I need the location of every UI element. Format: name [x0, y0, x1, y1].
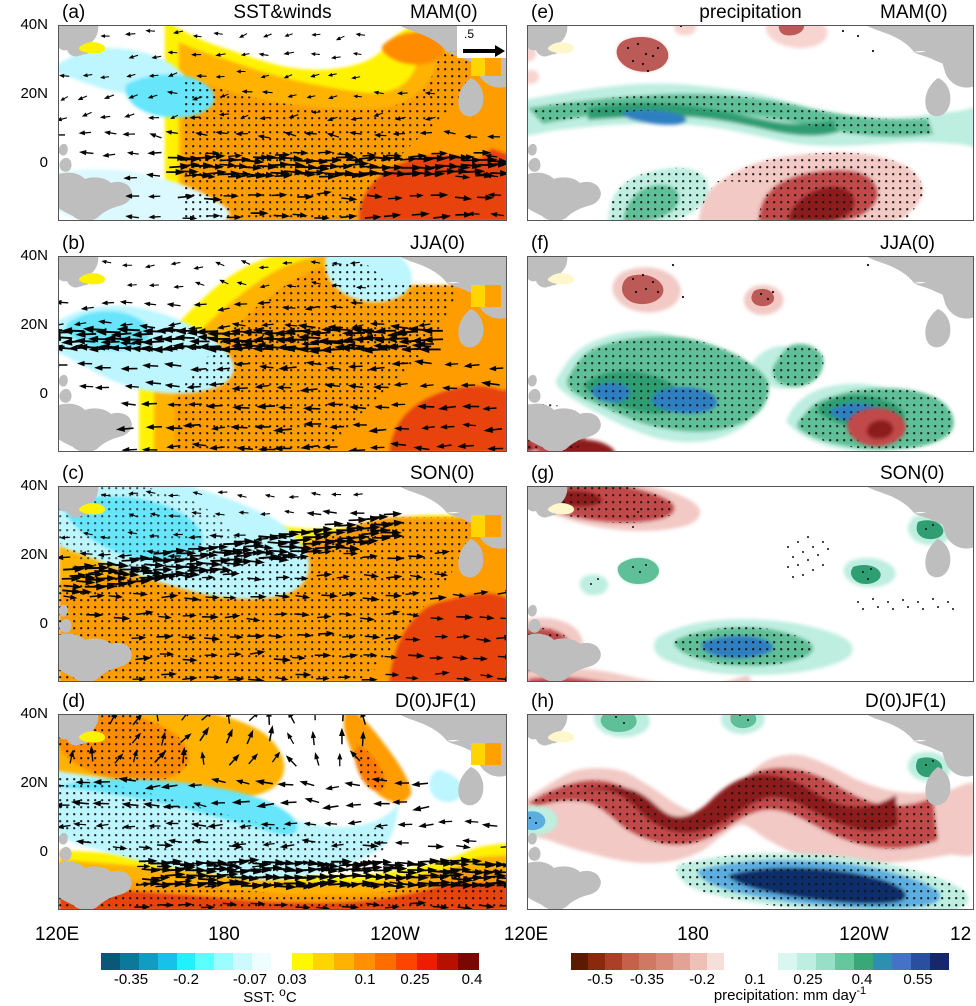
svg-text:.5: .5 — [464, 27, 474, 41]
